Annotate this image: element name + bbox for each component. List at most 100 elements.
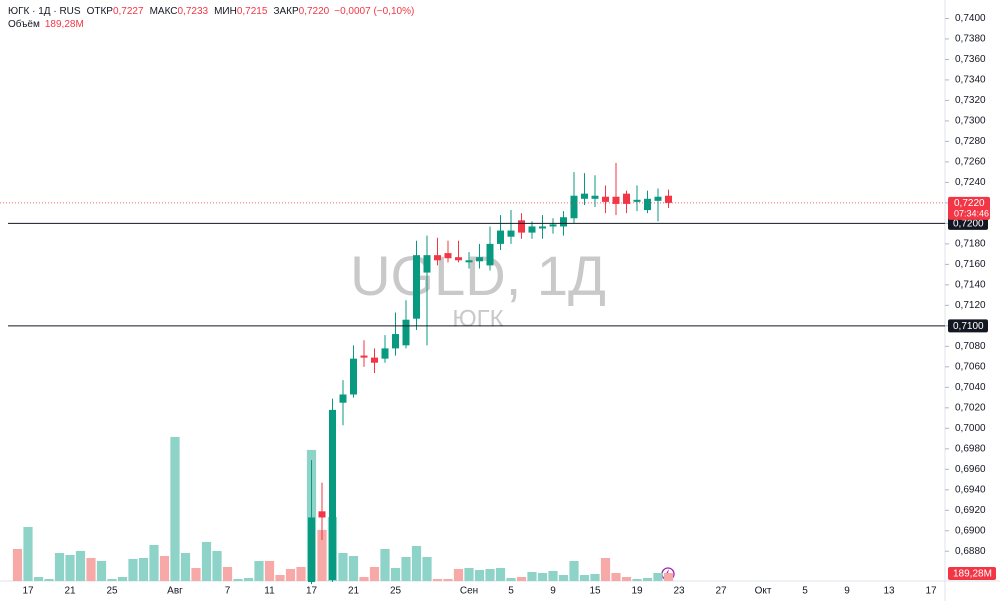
volume-bar [380, 548, 390, 581]
x-tick-label: 13 [883, 586, 895, 597]
y-tick-label: 0,7040 [955, 382, 986, 393]
candle-body [539, 226, 546, 229]
x-tick-label: 19 [631, 586, 643, 597]
candle-body [392, 334, 399, 349]
volume-bar [170, 436, 180, 581]
legend-line: ЮГК · 1Д · RUS ОТКР0,7227 МАКС0,7233 МИН0,7… [8, 6, 414, 17]
legend: ЮГК · 1Д · RUS ОТКР0,7227 МАКС0,7233 МИН0,7… [8, 6, 414, 30]
line-tag-label: 0,7100 [953, 321, 984, 332]
candle-body [350, 358, 357, 395]
volume-bar [296, 567, 306, 581]
y-tick-label: 0,7140 [955, 280, 986, 291]
candle-body [507, 230, 515, 237]
x-tick-label: 21 [64, 586, 76, 597]
x-tick-label: 17 [22, 586, 34, 597]
volume-bar [600, 557, 611, 581]
y-tick-label: 0,6900 [955, 525, 986, 536]
candle-body [465, 260, 473, 263]
y-tick-label: 0,7080 [955, 341, 986, 352]
volume-bar [212, 550, 222, 581]
volume-bar [359, 576, 369, 581]
x-tick-label: 5 [802, 586, 808, 597]
volume-bar [180, 553, 191, 581]
candle-body [423, 255, 431, 273]
y-tick-label: 0,6880 [955, 546, 986, 557]
x-tick-label: 11 [264, 586, 275, 597]
volume-bar [495, 567, 506, 581]
watermark: UGLD, 1Д [350, 244, 606, 307]
volume-bar [432, 579, 443, 581]
candle-body [518, 220, 525, 233]
line-tag [948, 319, 988, 333]
volume-bar [159, 555, 170, 581]
candle-body [308, 517, 315, 583]
volume-bar [149, 544, 159, 581]
line-tag [948, 216, 988, 230]
legend-field-name: МИН [214, 6, 237, 17]
legend-field-name: МАКС [150, 6, 178, 17]
volume-tag [948, 567, 996, 580]
legend-symbol: ЮГК · 1Д · RUS [8, 6, 81, 17]
volume-bar [548, 570, 558, 581]
volume-bar [632, 579, 642, 581]
candle-body [318, 511, 326, 518]
volume-bar [390, 567, 401, 581]
volume-bar [243, 577, 254, 581]
y-tick-label: 0,6920 [955, 505, 986, 516]
y-tick-label: 0,7120 [955, 300, 986, 311]
price-tag [948, 196, 990, 220]
volume-bar [86, 557, 96, 581]
volume-bar [338, 553, 348, 581]
x-tick-label: 17 [925, 586, 937, 597]
volume-bar [75, 550, 86, 581]
volume-bar [443, 579, 453, 581]
candle-body [581, 193, 588, 199]
candle-body [486, 243, 494, 266]
volume-bar [117, 576, 128, 581]
y-tick-label: 0,7300 [955, 116, 986, 127]
volume-bar [401, 556, 411, 581]
x-tick-label: 9 [550, 586, 556, 597]
candle-body [549, 224, 557, 227]
volume-bar [516, 576, 527, 581]
x-tick-label: 15 [589, 586, 601, 597]
candle-body [665, 195, 672, 203]
price-tag-label: 0,7220 [954, 198, 985, 209]
x-tick-label: 25 [106, 586, 118, 597]
volume-bar [348, 555, 359, 581]
y-tick-label: 0,7260 [955, 157, 986, 168]
volume-name: Объём [8, 18, 40, 30]
y-tick-label: 0,7020 [955, 402, 986, 413]
y-tick-label: 0,7280 [955, 136, 986, 147]
y-tick-label: 0,7340 [955, 75, 986, 86]
y-tick-label: 0,6980 [955, 443, 986, 454]
volume-bar [12, 548, 23, 581]
candle-body [402, 319, 410, 346]
legend-field-value: 0,7233 [178, 6, 209, 17]
y-tick-label: 0,7180 [955, 239, 986, 250]
candle-body [371, 357, 378, 363]
x-tick-label: 25 [390, 586, 402, 597]
volume-bar [128, 558, 138, 581]
volume-bar [233, 579, 243, 581]
candle-body [570, 195, 578, 219]
volume-bar [590, 573, 600, 581]
x-tick-label: 17 [306, 586, 318, 597]
volume-bar [201, 541, 212, 581]
candle-body [654, 196, 662, 201]
candle-body [633, 199, 641, 202]
y-tick-label: 0,7160 [955, 259, 986, 270]
legend-field-value: 0,7227 [113, 6, 144, 17]
volume-bar [422, 556, 432, 581]
line-tag-label: 0,7200 [953, 219, 984, 230]
volume-bar [44, 579, 54, 581]
candle-body [434, 255, 441, 261]
volume-bar [191, 567, 201, 581]
x-tick-label: Авг [167, 586, 183, 597]
volume-bar [317, 529, 327, 581]
legend-change: −0,0007 (−0,10%) [334, 6, 414, 17]
legend-field-name: ЗАКР [273, 6, 299, 17]
candle-body [602, 196, 609, 202]
